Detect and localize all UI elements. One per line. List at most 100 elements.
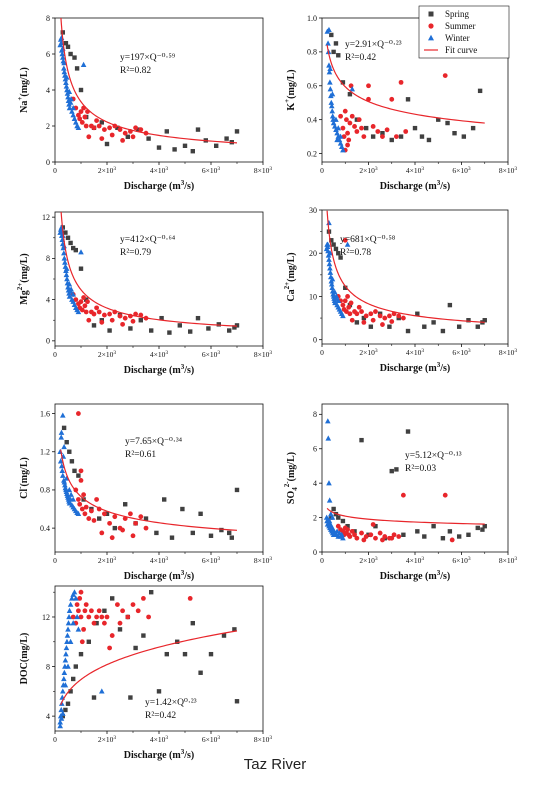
- point-spring-23: [224, 136, 229, 141]
- point-summer-22: [361, 319, 367, 325]
- point-summer-20: [396, 313, 402, 319]
- point-winter-11: [63, 79, 69, 85]
- point-summer-17: [380, 134, 385, 139]
- point-summer-5: [79, 307, 85, 313]
- panel-mg: 0 4 8 12 0 2×103 4×103 6×103 8×103 Mg2+(mg/L) Disc…: [16, 211, 272, 376]
- point-spring-13: [133, 645, 138, 651]
- point-spring-22: [214, 143, 219, 148]
- y-tick-label-0: 0: [46, 158, 50, 167]
- point-spring-6: [78, 87, 84, 93]
- point-summer-23: [370, 522, 376, 527]
- x-axis-label: Discharge (m3/s): [124, 363, 194, 376]
- point-summer-8: [82, 608, 88, 614]
- point-summer-14: [112, 514, 118, 520]
- point-summer-23: [370, 317, 376, 323]
- point-summer-14: [107, 125, 112, 131]
- point-winter-7: [61, 65, 67, 71]
- point-summer-0: [335, 523, 341, 529]
- point-spring-13: [138, 318, 143, 323]
- point-spring-2: [65, 235, 71, 240]
- point-summer-9: [83, 602, 89, 607]
- point-summer-4: [344, 117, 349, 123]
- point-summer-26: [146, 614, 152, 620]
- point-spring-18: [188, 329, 193, 334]
- point-winter-32: [70, 291, 76, 297]
- point-summer-6: [79, 639, 85, 645]
- point-winter-29: [66, 88, 73, 94]
- y-tick-label-0: 4: [46, 712, 50, 721]
- point-summer-12: [359, 125, 364, 131]
- point-spring-20: [470, 125, 476, 131]
- point-winter-17: [66, 613, 72, 620]
- point-spring-3: [336, 515, 341, 520]
- point-summer-13: [107, 520, 112, 526]
- point-spring-14: [419, 134, 425, 139]
- point-spring-15: [426, 137, 432, 143]
- point-summer-2: [77, 501, 83, 507]
- point-winter-26: [58, 715, 65, 721]
- point-spring-1: [329, 238, 334, 243]
- y-tick-label-3: 0.8: [307, 48, 317, 57]
- point-winter-4: [59, 51, 66, 57]
- point-spring-16: [164, 129, 169, 134]
- point-summer-25: [94, 497, 99, 502]
- point-summer-22: [109, 535, 115, 541]
- point-summer-26: [76, 411, 81, 416]
- x-tick-label-2: 4×103: [150, 556, 168, 565]
- point-spring-21: [466, 318, 471, 323]
- r-squared: R²=0.03: [405, 464, 436, 474]
- point-summer-21: [120, 608, 125, 614]
- point-summer-6: [346, 137, 352, 143]
- fit-equation: y=1.42×Q⁰·²³: [145, 698, 197, 708]
- point-summer-23: [130, 602, 136, 607]
- legend-label-fit-curve: Fit curve: [445, 45, 477, 55]
- point-spring-17: [445, 120, 450, 126]
- point-spring-12: [128, 326, 133, 331]
- point-winter-9: [62, 259, 68, 265]
- point-summer-2: [340, 302, 346, 308]
- y-tick-label-3: 1.6: [40, 409, 50, 418]
- point-spring-16: [422, 534, 427, 539]
- point-summer-15: [373, 309, 378, 314]
- panel-doc: 4 8 12 0 2×103 4×103 6×103 8×103 DOC(mg/L) Discha…: [19, 585, 272, 761]
- point-summer-2: [76, 112, 81, 118]
- point-winter-31: [78, 249, 84, 255]
- point-summer-13: [363, 313, 369, 319]
- point-spring-0: [60, 713, 65, 719]
- point-winter-12: [63, 644, 70, 651]
- point-spring-22: [475, 525, 480, 531]
- point-spring-21: [198, 670, 203, 675]
- point-spring-17: [431, 523, 436, 529]
- point-spring-24: [232, 325, 237, 330]
- point-spring-14: [146, 136, 151, 141]
- point-summer-6: [345, 294, 350, 299]
- point-winter-30: [68, 491, 74, 497]
- point-winter-31: [58, 429, 65, 435]
- point-spring-20: [206, 326, 211, 331]
- point-summer-18: [384, 127, 390, 133]
- point-spring-19: [195, 315, 201, 321]
- point-summer-7: [346, 304, 352, 310]
- point-spring-4: [336, 251, 341, 256]
- point-summer-9: [89, 508, 94, 514]
- point-spring-12: [394, 467, 399, 472]
- point-summer-27: [442, 73, 448, 78]
- x-axis-label: Discharge (m3/s): [380, 179, 450, 192]
- point-summer-11: [354, 535, 360, 541]
- point-summer-15: [370, 124, 376, 129]
- y-axis-label: K+(mg/L): [283, 69, 297, 110]
- point-summer-24: [135, 608, 141, 614]
- point-summer-28: [342, 237, 348, 243]
- point-summer-9: [86, 317, 92, 323]
- point-summer-3: [77, 116, 83, 122]
- point-summer-27: [449, 537, 455, 543]
- point-spring-5: [76, 473, 81, 478]
- point-winter-7: [61, 675, 67, 682]
- r-squared: R²=0.61: [125, 450, 156, 460]
- point-spring-8: [97, 516, 102, 521]
- plot-frame: [54, 585, 264, 732]
- point-spring-9: [361, 315, 367, 321]
- point-spring-22: [208, 651, 214, 657]
- point-winter-25: [340, 535, 346, 541]
- point-winter-15: [65, 626, 71, 632]
